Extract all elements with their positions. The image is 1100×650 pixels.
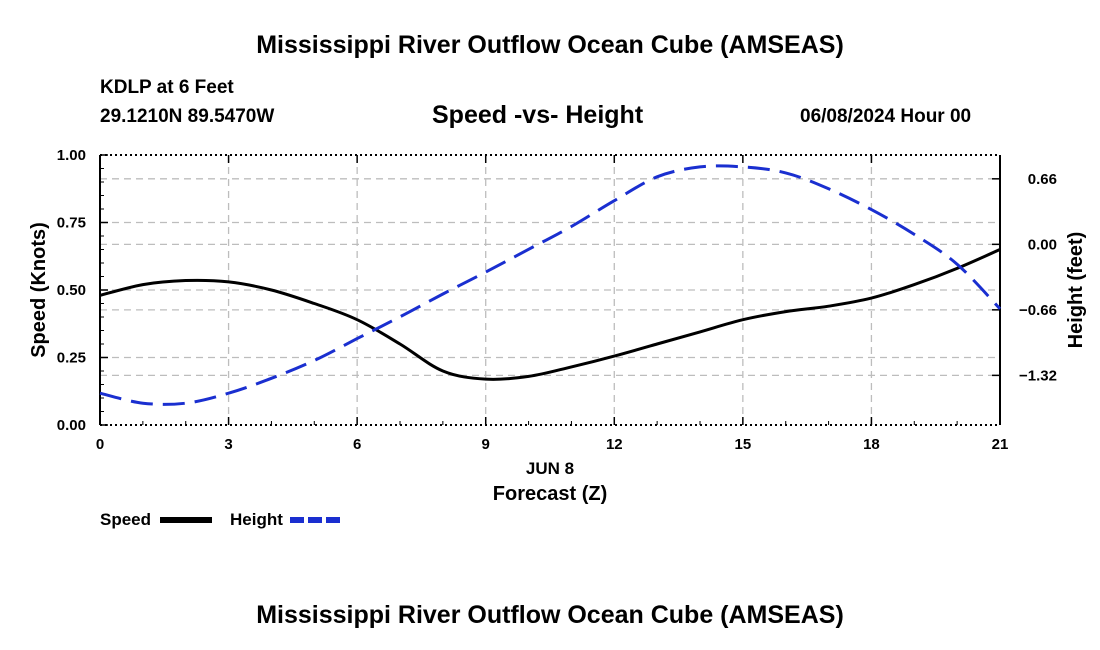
legend-speed-label: Speed bbox=[100, 510, 152, 529]
x-tick-label: 6 bbox=[353, 436, 361, 453]
forecast-datetime: 06/08/2024 Hour 00 bbox=[800, 106, 972, 127]
x-axis-date-label: JUN 8 bbox=[526, 459, 574, 478]
y-tick-label: 0.50 bbox=[57, 282, 86, 299]
x-tick-label: 21 bbox=[992, 436, 1009, 453]
station-name: KDLP at 6 Feet bbox=[100, 77, 234, 98]
y-axis-title: Speed (Knots) bbox=[28, 222, 50, 358]
y-tick-label: 0.00 bbox=[57, 417, 86, 434]
x-axis-title: Forecast (Z) bbox=[493, 483, 607, 505]
chart-subtitle: Speed -vs- Height bbox=[432, 101, 644, 129]
series-line-height bbox=[99, 164, 1002, 406]
y2-tick-label: −0.66 bbox=[1019, 302, 1057, 319]
x-tick-label: 12 bbox=[606, 436, 623, 453]
y-tick-label: 1.00 bbox=[57, 147, 86, 164]
footer-title: Mississippi River Outflow Ocean Cube (AM… bbox=[256, 601, 844, 629]
y2-tick-label: 0.66 bbox=[1028, 171, 1057, 188]
y2-axis-title: Height (feet) bbox=[1065, 232, 1087, 349]
station-coordinates: 29.1210N 89.5470W bbox=[100, 106, 275, 127]
y-tick-label: 0.75 bbox=[57, 215, 86, 232]
page-title: Mississippi River Outflow Ocean Cube (AM… bbox=[256, 31, 844, 59]
y2-tick-label: −1.32 bbox=[1019, 367, 1057, 384]
x-tick-label: 0 bbox=[96, 436, 104, 453]
x-tick-label: 18 bbox=[863, 436, 880, 453]
x-tick-label: 15 bbox=[735, 436, 752, 453]
legend-height-label: Height bbox=[230, 510, 283, 529]
y2-tick-label: 0.00 bbox=[1028, 236, 1057, 253]
series-line-speed bbox=[99, 248, 1001, 381]
y-tick-label: 0.25 bbox=[57, 350, 86, 367]
x-tick-label: 9 bbox=[482, 436, 490, 453]
x-tick-label: 3 bbox=[224, 436, 232, 453]
